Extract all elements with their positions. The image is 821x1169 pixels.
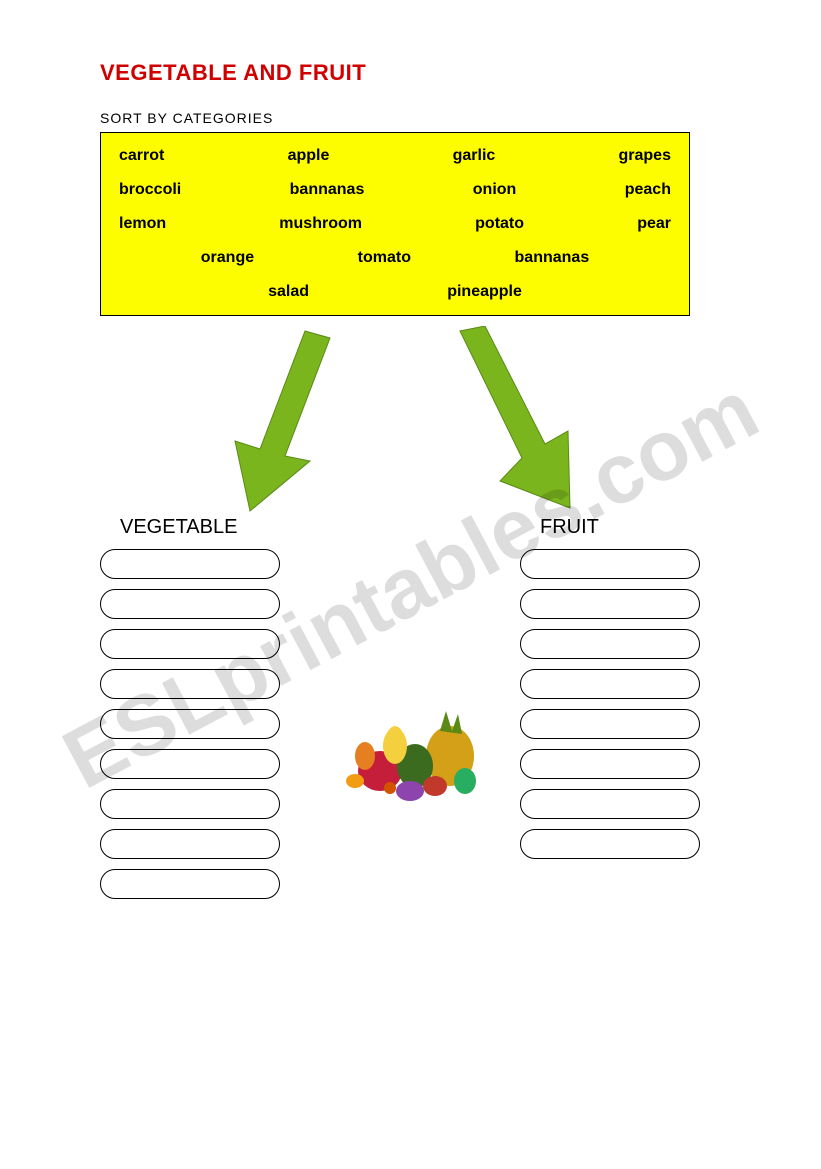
fruit-vegetable-illustration [340,696,490,806]
answer-slot[interactable] [100,669,280,699]
answer-slot[interactable] [520,749,700,779]
word-row: broccoli bannanas onion peach [119,181,671,199]
word-item: carrot [119,147,164,165]
word-item: grapes [619,147,671,165]
vegetable-column: VEGETABLE [100,516,300,909]
word-row: orange tomato bannanas [119,249,671,267]
word-item: peach [625,181,671,199]
word-item: broccoli [119,181,181,199]
word-row: salad pineapple [119,283,671,301]
answer-slot[interactable] [100,829,280,859]
answer-slot[interactable] [520,709,700,739]
answer-slot[interactable] [100,709,280,739]
answer-slot[interactable] [520,629,700,659]
answer-slot[interactable] [100,549,280,579]
word-item: apple [288,147,330,165]
arrow-down-right-icon [440,326,600,516]
page-title: VEGETABLE AND FRUIT [100,60,741,86]
word-item: lemon [119,215,166,233]
vegetable-header: VEGETABLE [100,516,300,539]
word-item: tomato [358,249,411,267]
word-item: orange [201,249,254,267]
word-item: pear [637,215,671,233]
word-row: carrot apple garlic grapes [119,147,671,165]
word-item: mushroom [279,215,362,233]
sort-columns: VEGETABLE [100,516,720,909]
word-item: garlic [453,147,496,165]
answer-slot[interactable] [520,549,700,579]
fruit-column: FRUIT [520,516,720,909]
word-item: potato [475,215,524,233]
worksheet-page: VEGETABLE AND FRUIT SORT BY CATEGORIES c… [0,0,821,909]
answer-slot[interactable] [100,789,280,819]
answer-slot[interactable] [520,669,700,699]
fruit-header: FRUIT [520,516,720,539]
word-item: onion [473,181,517,199]
answer-slot[interactable] [520,589,700,619]
word-item: pineapple [447,283,522,301]
answer-slot[interactable] [520,789,700,819]
word-row: lemon mushroom potato pear [119,215,671,233]
answer-slot[interactable] [100,749,280,779]
answer-slot[interactable] [520,829,700,859]
word-item: bannanas [515,249,590,267]
word-bank: carrot apple garlic grapes broccoli bann… [100,132,690,316]
answer-slot[interactable] [100,869,280,899]
word-item: bannanas [290,181,365,199]
answer-slot[interactable] [100,629,280,659]
arrow-down-left-icon [220,326,340,516]
answer-slot[interactable] [100,589,280,619]
instruction-text: SORT BY CATEGORIES [100,110,741,126]
arrows-area [100,316,690,516]
word-item: salad [268,283,309,301]
